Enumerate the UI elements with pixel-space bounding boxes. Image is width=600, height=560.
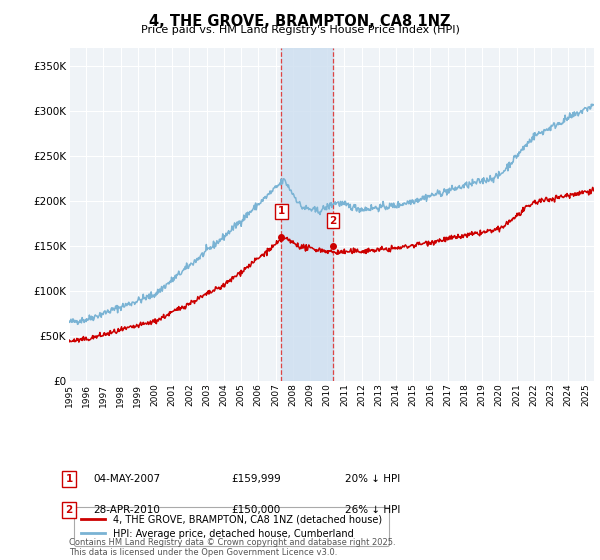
Text: 26% ↓ HPI: 26% ↓ HPI bbox=[345, 505, 400, 515]
Text: £159,999: £159,999 bbox=[231, 474, 281, 484]
Text: £150,000: £150,000 bbox=[231, 505, 280, 515]
Text: 2: 2 bbox=[329, 216, 337, 226]
Text: 04-MAY-2007: 04-MAY-2007 bbox=[93, 474, 160, 484]
Text: 1: 1 bbox=[278, 207, 285, 217]
Text: 28-APR-2010: 28-APR-2010 bbox=[93, 505, 160, 515]
Text: Contains HM Land Registry data © Crown copyright and database right 2025.
This d: Contains HM Land Registry data © Crown c… bbox=[69, 538, 395, 557]
Text: Price paid vs. HM Land Registry's House Price Index (HPI): Price paid vs. HM Land Registry's House … bbox=[140, 25, 460, 35]
Text: 20% ↓ HPI: 20% ↓ HPI bbox=[345, 474, 400, 484]
Text: 2: 2 bbox=[65, 505, 73, 515]
Bar bbox=[281, 48, 333, 381]
Text: 1: 1 bbox=[65, 474, 73, 484]
Text: 4, THE GROVE, BRAMPTON, CA8 1NZ: 4, THE GROVE, BRAMPTON, CA8 1NZ bbox=[149, 14, 451, 29]
Legend: 4, THE GROVE, BRAMPTON, CA8 1NZ (detached house), HPI: Average price, detached h: 4, THE GROVE, BRAMPTON, CA8 1NZ (detache… bbox=[74, 507, 389, 546]
